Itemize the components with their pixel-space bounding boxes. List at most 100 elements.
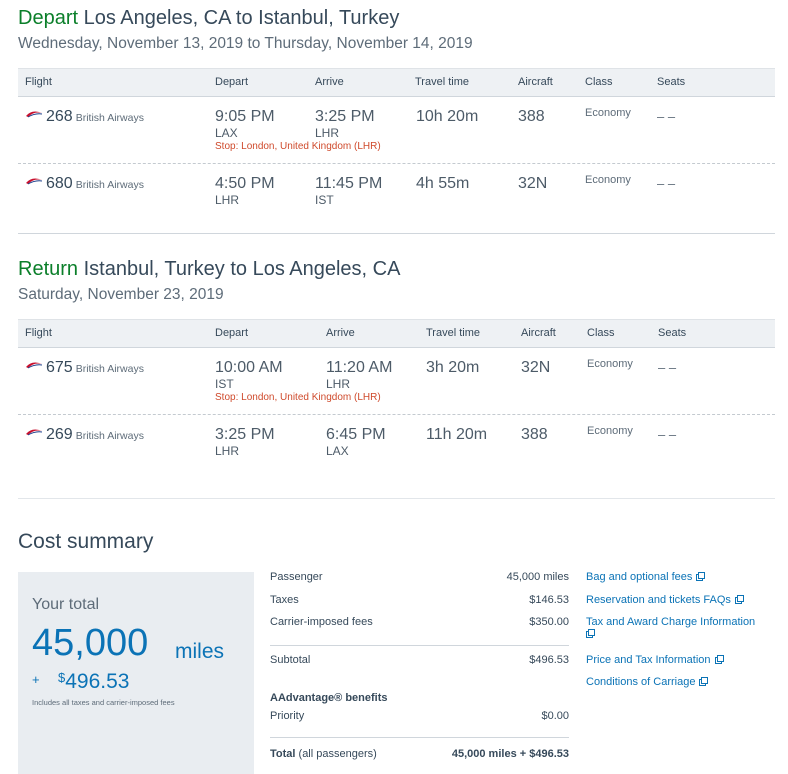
arrive-airport: LHR [326,377,351,391]
taxes-label: Taxes [270,594,299,606]
total-plus: + [32,672,40,687]
aircraft: 32N [521,359,551,376]
aircraft: 388 [521,426,548,443]
header-seats: Seats [657,76,686,88]
header-seats: Seats [658,327,687,339]
header-depart: Depart [215,327,249,339]
taxes-value: $146.53 [529,594,569,606]
carrier-fees-label: Carrier-imposed fees [270,616,373,628]
section-divider [18,233,775,234]
header-class: Class [585,76,613,88]
return-date: Saturday, November 23, 2019 [18,286,224,303]
return-word: Return [18,258,79,280]
arrive-time: 11:45 PM [315,175,383,192]
header-arrive: Arrive [315,76,344,88]
cost-summary-title: Cost summary [18,530,154,553]
flight-number: 680 British Airways [46,175,144,192]
arrive-airport: IST [315,193,334,207]
total-cash: $496.53 [58,670,130,693]
aircraft: 32N [518,175,548,192]
depart-time: 9:05 PM [215,108,275,125]
total-miles-unit: miles [175,640,225,663]
travel-time: 3h 20m [426,359,480,376]
subtotal-label: Subtotal [270,654,311,666]
tax-award-info-link[interactable]: Tax and Award Charge Information [586,616,755,640]
depart-time: 10:00 AM [215,359,283,376]
total-label: Total (all passengers) [270,748,377,760]
arrive-time: 11:20 AM [326,359,393,376]
external-link-icon [714,655,724,664]
priority-value: $0.00 [541,710,569,722]
stop-info: Stop: London, United Kingdom (LHR) [215,392,381,403]
header-depart: Depart [215,76,249,88]
depart-date: Wednesday, November 13, 2019 to Thursday… [18,35,473,52]
seats: – – [657,176,676,191]
priority-label: Priority [270,710,305,722]
depart-table-header: Flight Depart Arrive Travel time Aircraf… [18,68,775,97]
return-table-header: Flight Depart Arrive Travel time Aircraf… [18,319,775,348]
cabin-class: Economy [587,358,633,370]
british-airways-logo-icon [26,178,42,185]
arrive-time: 6:45 PM [326,426,386,443]
depart-airport: LHR [215,444,240,458]
depart-route: Los Angeles, CA to Istanbul, Turkey [83,7,400,29]
cost-separator [270,737,569,738]
depart-word: Depart [18,7,79,29]
depart-airport: LHR [215,193,240,207]
total-miles: 45,000 [32,622,149,664]
travel-time: 11h 20m [426,426,488,443]
british-airways-logo-icon [26,362,42,369]
seats: – – [657,109,676,124]
your-total-box: Your total 45,000 miles + $496.53 Includ… [18,572,254,774]
arrive-airport: LAX [326,444,349,458]
depart-time: 4:50 PM [215,175,275,192]
passenger-value: 45,000 miles [506,571,569,583]
cost-separator [270,645,569,646]
depart-time: 3:25 PM [215,426,275,443]
benefits-label: AAdvantage® benefits [270,692,388,704]
travel-time: 4h 55m [416,175,470,192]
cabin-class: Economy [585,174,631,186]
arrive-time: 3:25 PM [315,108,375,125]
bag-fees-link[interactable]: Bag and optional fees [586,571,706,583]
flight-number: 675 British Airways [46,359,144,376]
flight-row: 269 British Airways 3:25 PM LHR 6:45 PM L… [18,415,775,482]
depart-airport: LAX [215,126,238,140]
reservation-faqs-link[interactable]: Reservation and tickets FAQs [586,594,744,606]
price-tax-info-link[interactable]: Price and Tax Information [586,654,724,666]
subtotal-value: $496.53 [529,654,569,666]
aircraft: 388 [518,108,545,125]
external-link-icon [734,595,744,604]
flight-number: 268 British Airways [46,108,144,125]
seats: – – [658,360,677,375]
header-travel-time: Travel time [426,327,480,339]
passenger-label: Passenger [270,571,323,583]
your-total-label: Your total [32,596,100,613]
header-arrive: Arrive [326,327,355,339]
external-link-icon [696,572,706,581]
total-value: 45,000 miles + $496.53 [451,748,569,760]
stop-info: Stop: London, United Kingdom (LHR) [215,141,381,152]
cabin-class: Economy [587,425,633,437]
travel-time: 10h 20m [416,108,479,125]
arrive-airport: LHR [315,126,340,140]
header-class: Class [587,327,615,339]
external-link-icon [699,677,709,686]
conditions-of-carriage-link[interactable]: Conditions of Carriage [586,676,709,688]
external-link-icon [586,629,595,638]
cabin-class: Economy [585,107,631,119]
depart-airport: IST [215,377,234,391]
flight-row: 675 British Airways 10:00 AM IST 11:20 AM… [18,348,775,415]
header-flight: Flight [25,327,52,339]
return-heading: Return Istanbul, Turkey to Los Angeles, … [18,257,400,281]
depart-heading: Depart Los Angeles, CA to Istanbul, Turk… [18,6,399,30]
british-airways-logo-icon [26,111,42,118]
british-airways-logo-icon [26,429,42,436]
header-aircraft: Aircraft [521,327,556,339]
total-note: Includes all taxes and carrier-imposed f… [32,698,175,707]
return-route: Istanbul, Turkey to Los Angeles, CA [83,258,401,280]
header-flight: Flight [25,76,52,88]
carrier-fees-value: $350.00 [529,616,569,628]
flight-row: 680 British Airways 4:50 PM LHR 11:45 PM … [18,164,775,231]
seats: – – [658,427,677,442]
